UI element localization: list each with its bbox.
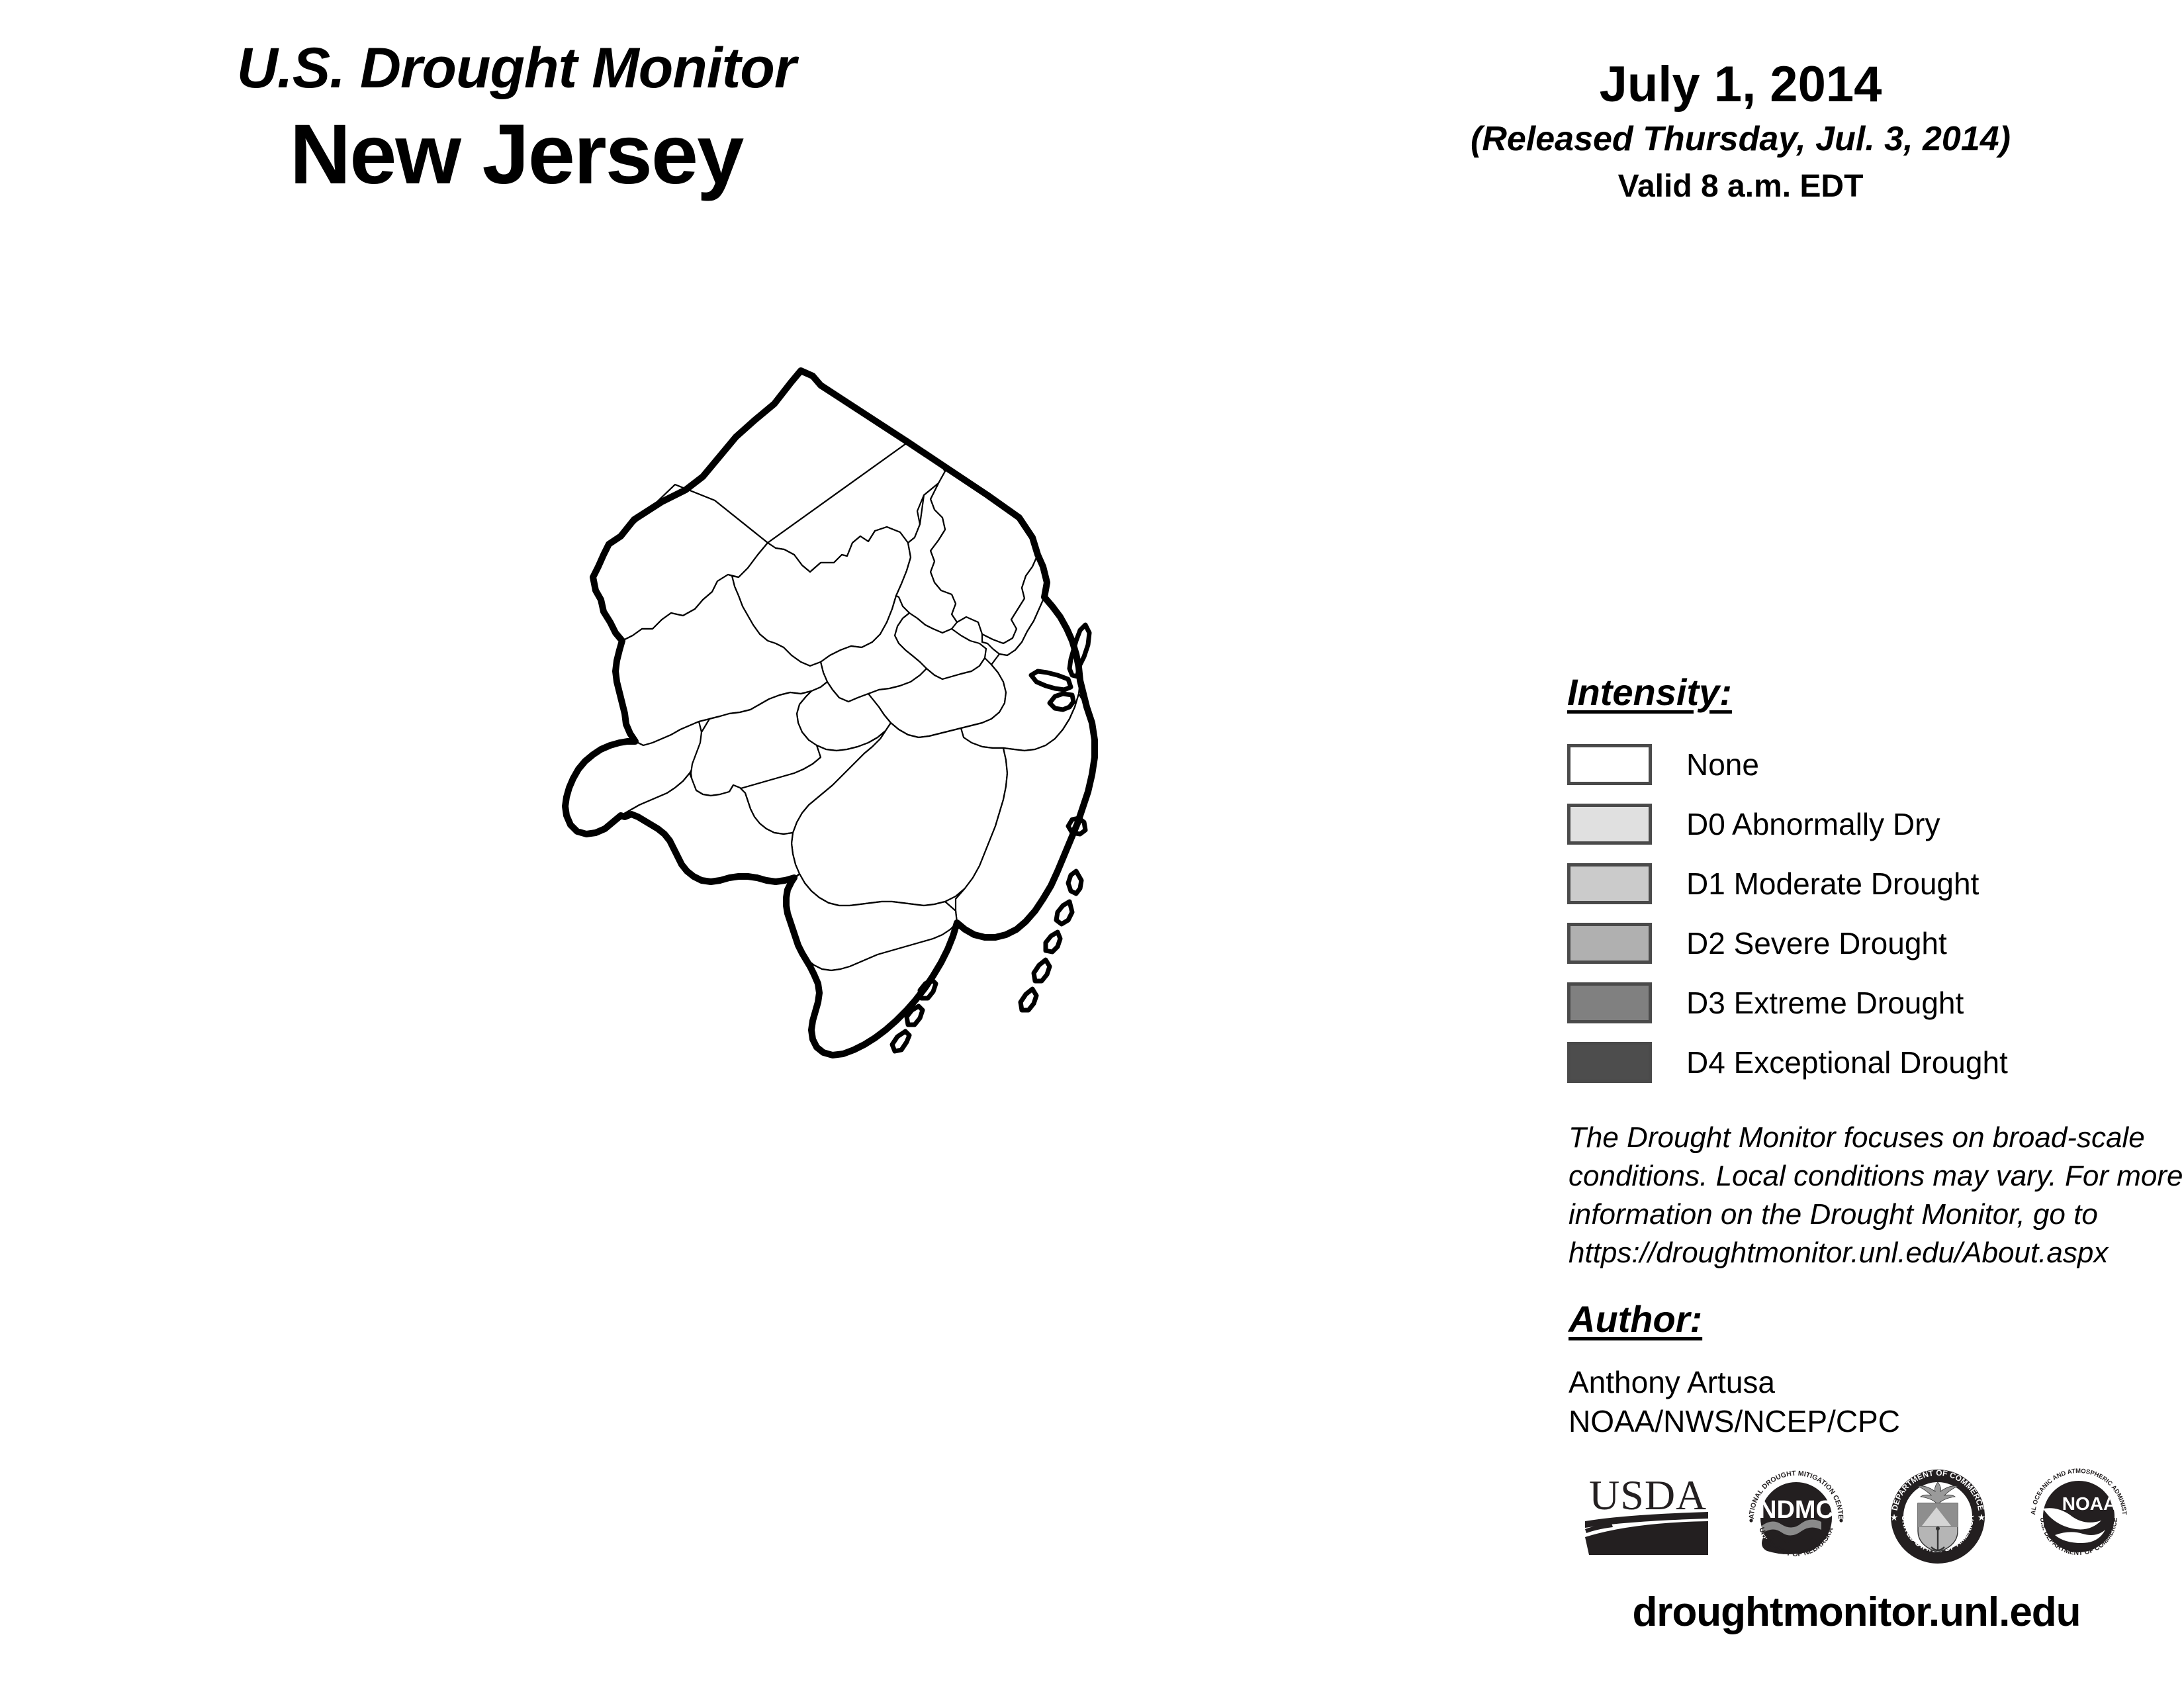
disclaimer-text: The Drought Monitor focuses on broad-sca… [1569, 1121, 2183, 1270]
footer-url[interactable]: droughtmonitor.unl.edu [1632, 1589, 2081, 1635]
usda-logo-svg: USDA [1585, 1472, 1708, 1555]
valid-time: Valid 8 a.m. EDT [1617, 169, 1864, 204]
legend-swatch-d4 [1567, 1042, 1652, 1083]
legend-item-none[interactable]: None [1567, 735, 2097, 794]
date-block: July 1, 2014 (Released Thursday, Jul. 3,… [1443, 60, 2038, 203]
doc-seal-svg: DEPARTMENT OF COMMERCE UNITED STATES OF … [1889, 1468, 1985, 1564]
author-name: Anthony Artusa [1569, 1365, 1775, 1399]
legend-label-d2: D2 Severe Drought [1686, 926, 1947, 961]
noaa-logo-svg: NOAA NATIONAL OCEANIC AND ATMOSPHERIC AD… [2021, 1452, 2128, 1557]
legend-item-d4[interactable]: D4 Exceptional Drought [1567, 1033, 2097, 1092]
legend-item-d2[interactable]: D2 Severe Drought [1567, 914, 2097, 973]
map-layer-counties [564, 369, 1096, 1056]
release-date: (Released Thursday, Jul. 3, 2014) [1471, 120, 2011, 158]
legend-item-d1[interactable]: D1 Moderate Drought [1567, 854, 2097, 914]
legend-label-none: None [1686, 747, 1759, 782]
partner-logos: USDA NDMC NATIONAL DROUGHT MITIGATION CE… [1585, 1451, 2134, 1575]
legend-label-d3: D3 Extreme Drought [1686, 986, 1964, 1020]
map-layer-barrier-islands [889, 622, 1092, 1054]
legend-swatch-d3 [1567, 982, 1652, 1023]
intensity-legend: Intensity: None D0 Abnormally Dry D1 Mod… [1567, 674, 2097, 1092]
valid-date: July 1, 2014 [1599, 56, 1882, 113]
nj-map-svg [562, 367, 1098, 1058]
svg-text:NOAA: NOAA [2062, 1493, 2116, 1514]
author-affiliation: NOAA/NWS/NCEP/CPC [1569, 1403, 1900, 1438]
legend-title: Intensity: [1567, 671, 1732, 713]
legend-label-d0: D0 Abnormally Dry [1686, 807, 1940, 841]
legend-item-d0[interactable]: D0 Abnormally Dry [1567, 794, 2097, 854]
legend-label-d1: D1 Moderate Drought [1686, 867, 1979, 901]
usda-logo[interactable]: USDA [1585, 1468, 1711, 1561]
legend-label-d4: D4 Exceptional Drought [1686, 1045, 2008, 1080]
legend-swatch-d2 [1567, 923, 1652, 964]
ndmc-logo-svg: NDMC NATIONAL DROUGHT MITIGATION CENTER … [1739, 1451, 1845, 1558]
author-heading: Author: [1569, 1298, 1703, 1340]
author-block: Author: Anthony Artusa NOAA/NWS/NCEP/CPC [1569, 1301, 2164, 1441]
svg-text:★: ★ [1977, 1512, 1985, 1523]
dept-commerce-seal[interactable]: DEPARTMENT OF COMMERCE UNITED STATES OF … [1882, 1457, 1993, 1571]
legend-swatch-none [1567, 744, 1652, 785]
title-block: U.S. Drought Monitor New Jersey [0, 40, 1032, 203]
region-title: New Jersey [289, 107, 745, 202]
svg-text:USDA: USDA [1589, 1472, 1707, 1519]
ndmc-logo[interactable]: NDMC NATIONAL DROUGHT MITIGATION CENTER … [1739, 1451, 1852, 1571]
svg-text:NDMC: NDMC [1758, 1496, 1834, 1524]
noaa-logo[interactable]: NOAA NATIONAL OCEANIC AND ATMOSPHERIC AD… [2021, 1452, 2134, 1571]
legend-swatch-d1 [1567, 863, 1652, 904]
legend-swatch-d0 [1567, 804, 1652, 845]
page-title: U.S. Drought Monitor [236, 36, 797, 100]
map-layer-state-outline [562, 367, 1098, 1058]
legend-item-d3[interactable]: D3 Extreme Drought [1567, 973, 2097, 1033]
new-jersey-drought-map[interactable] [397, 344, 1138, 1642]
svg-text:★: ★ [1889, 1512, 1898, 1523]
